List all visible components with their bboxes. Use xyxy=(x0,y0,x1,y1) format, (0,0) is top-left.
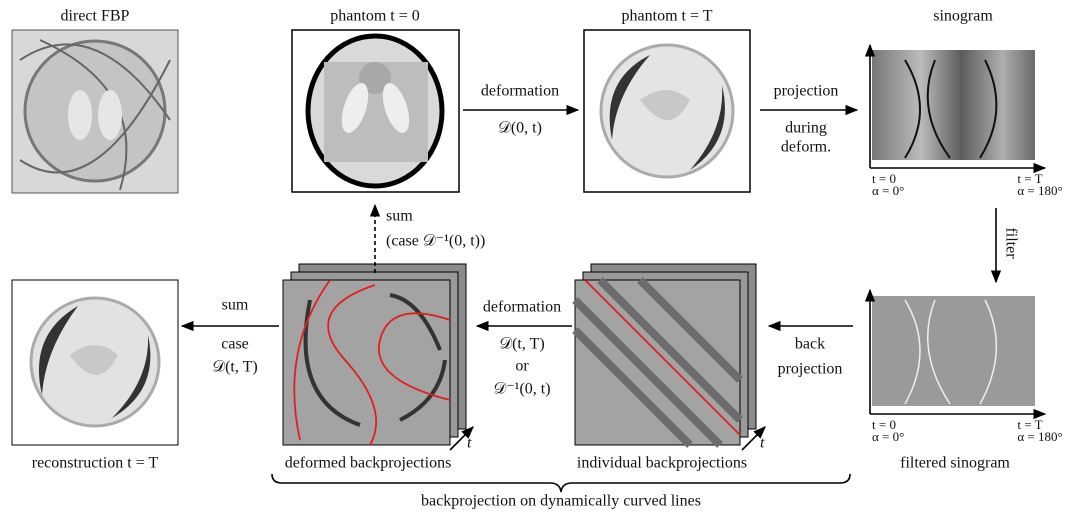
deformed-backprojections-image xyxy=(283,264,466,445)
page: direct FBP phantom t = 0 phantom t = T s… xyxy=(0,0,1084,513)
axis-label: α = 180° xyxy=(1017,183,1062,198)
phantom-t0-image xyxy=(292,30,459,192)
sinogram-image xyxy=(870,45,1045,168)
arrow-label: 𝒟(t, T) xyxy=(212,359,257,376)
direct-fbp-image xyxy=(12,30,178,193)
arrow-label: 𝒟(t, T) xyxy=(499,336,544,353)
caption: filtered sinogram xyxy=(900,455,1010,472)
arrow-label: deformation xyxy=(483,299,561,316)
arrow-label: sum xyxy=(222,297,249,314)
axis-label: α = 0° xyxy=(872,183,904,198)
arrow-label: projection xyxy=(774,83,839,100)
arrow-label: (case 𝒟⁻¹(0, t)) xyxy=(386,233,485,250)
arrow-label: deformation xyxy=(481,83,559,100)
caption: individual backprojections xyxy=(577,455,747,472)
arrow-label: back xyxy=(795,336,825,353)
caption: phantom t = 0 xyxy=(330,8,419,25)
arrow-label: projection xyxy=(778,361,843,378)
arrow-label: case xyxy=(221,336,249,353)
axis-label: α = 0° xyxy=(872,429,904,444)
diagram: direct FBP phantom t = 0 phantom t = T s… xyxy=(0,0,1084,513)
arrow-label: during xyxy=(785,120,827,137)
caption: phantom t = T xyxy=(622,8,713,25)
axis-label: α = 180° xyxy=(1017,429,1062,444)
arrow-label: or xyxy=(515,358,529,375)
brace xyxy=(272,474,850,492)
arrow-label: 𝒟⁻¹(0, t) xyxy=(493,381,550,398)
arrow-label: filter xyxy=(1002,227,1019,259)
caption: sinogram xyxy=(933,8,993,25)
caption: deformed backprojections xyxy=(285,455,452,472)
brace-label: backprojection on dynamically curved lin… xyxy=(421,493,701,510)
reconstruction-image xyxy=(12,280,178,445)
caption: direct FBP xyxy=(61,8,130,25)
arrow-label: 𝒟(0, t) xyxy=(498,120,542,137)
phantom-tT-image xyxy=(584,30,750,192)
arrow-label: sum xyxy=(386,208,413,225)
individual-backprojections-image xyxy=(575,264,756,445)
caption: reconstruction t = T xyxy=(32,455,159,472)
filtered-sinogram-image xyxy=(870,290,1045,414)
stack-axis-label: t xyxy=(760,435,765,452)
stack-axis-label: t xyxy=(467,435,472,452)
arrow-label: deform. xyxy=(781,139,831,156)
